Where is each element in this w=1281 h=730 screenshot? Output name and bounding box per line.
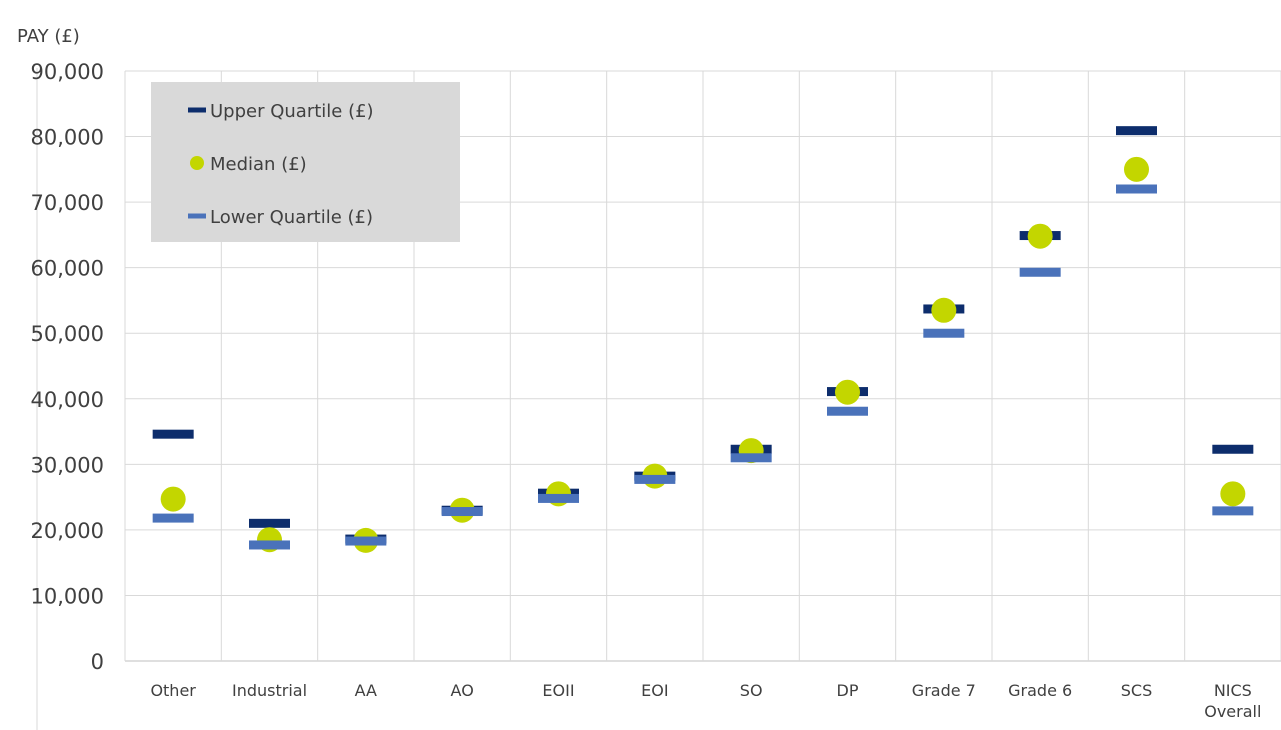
legend-label: Upper Quartile (£): [210, 101, 374, 122]
y-tick-label: 20,000: [31, 519, 104, 543]
median-point: [835, 379, 860, 405]
x-tick-label: SCS: [1121, 681, 1152, 700]
x-tick-label: SO: [740, 681, 763, 700]
x-tick-line: NICS: [1214, 681, 1252, 700]
axis-layer: 0 10,000 20,000 30,000 40,000 50,000 60,000 70,…: [31, 60, 1262, 721]
lower-quartile-mark: [730, 453, 772, 463]
legend: Upper Quartile (£) Median (£) Lower Quarti…: [151, 82, 460, 242]
legend-lower-swatch: [188, 213, 206, 219]
y-tick-label: 60,000: [31, 257, 104, 281]
y-tick-label: 10,000: [31, 584, 104, 608]
median-point: [1220, 481, 1246, 507]
y-tick-label: 40,000: [31, 388, 104, 412]
x-tick-line: Industrial: [232, 681, 307, 700]
lower-quartile-mark: [345, 536, 387, 546]
lower-quartile-mark: [827, 406, 868, 416]
x-tick-label: Grade 6: [1008, 681, 1072, 700]
x-tick-line: AO: [451, 681, 474, 700]
x-tick-label: EOII: [542, 681, 574, 700]
y-tick-label: 90,000: [31, 60, 104, 84]
legend-label: Lower Quartile (£): [210, 207, 373, 228]
y-tick-label: 30,000: [31, 453, 104, 477]
lower-quartile-mark: [634, 474, 676, 484]
x-tick-line: EOI: [641, 681, 668, 700]
x-tick-label: DP: [837, 681, 859, 700]
y-tick-label: 0: [91, 650, 104, 674]
x-tick-label: Other: [150, 681, 196, 700]
lower-quartile-mark: [249, 540, 290, 550]
x-tick-label: Grade 7: [912, 681, 976, 700]
x-tick-label: EOI: [641, 681, 668, 700]
median-point: [1124, 156, 1149, 182]
upper-quartile-mark: [152, 429, 194, 439]
legend-median-swatch: [190, 156, 204, 170]
median-point: [931, 297, 957, 323]
marks-layer: [152, 126, 1254, 553]
lower-quartile-mark: [441, 507, 483, 517]
median-point: [1027, 223, 1053, 249]
lower-quartile-mark: [538, 493, 579, 503]
lower-quartile-mark: [1116, 184, 1157, 194]
legend-upper-swatch: [188, 107, 206, 113]
median-point: [160, 486, 186, 512]
x-tick-line: Other: [150, 681, 196, 700]
lower-quartile-mark: [923, 328, 965, 338]
y-tick-label: 50,000: [31, 322, 104, 346]
y-tick-label: 80,000: [31, 126, 104, 150]
y-tick-label: 70,000: [31, 191, 104, 215]
x-tick-line: EOII: [542, 681, 574, 700]
x-tick-label: AO: [451, 681, 474, 700]
lower-quartile-mark: [1019, 267, 1061, 277]
x-tick-line: SO: [740, 681, 763, 700]
upper-quartile-mark: [1116, 126, 1157, 136]
x-tick-line: Overall: [1204, 702, 1261, 721]
x-tick-line: SCS: [1121, 681, 1152, 700]
x-tick-line: Grade 7: [912, 681, 976, 700]
upper-quartile-mark: [1212, 444, 1254, 454]
x-tick-label: AA: [355, 681, 377, 700]
x-tick-line: Grade 6: [1008, 681, 1072, 700]
x-tick-line: DP: [837, 681, 859, 700]
x-tick-line: AA: [355, 681, 377, 700]
x-tick-label: NICS Overall: [1204, 681, 1261, 721]
lower-quartile-mark: [152, 513, 194, 523]
lower-quartile-mark: [1212, 506, 1254, 516]
legend-label: Median (£): [210, 154, 307, 175]
upper-quartile-mark: [249, 518, 290, 528]
x-tick-label: Industrial: [232, 681, 307, 700]
y-axis-label: PAY (£): [17, 26, 80, 47]
